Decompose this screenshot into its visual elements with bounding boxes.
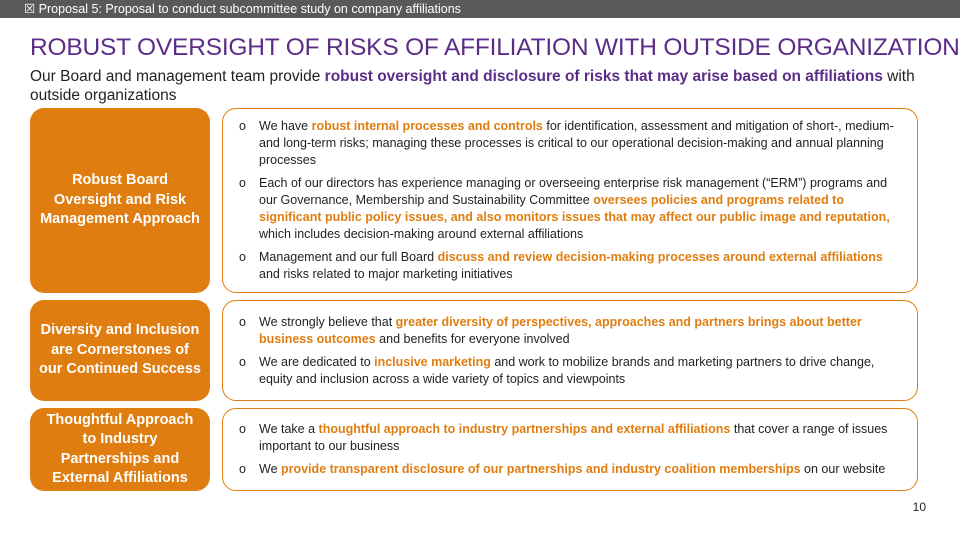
highlight-text: oversees policies and programs related t… xyxy=(259,193,890,224)
text: Management and our full Board xyxy=(259,250,438,264)
bullet: We are dedicated to inclusive marketing … xyxy=(239,354,901,388)
text: Our Board and management team provide xyxy=(30,68,325,85)
text: We are dedicated to xyxy=(259,354,375,369)
text: We take a xyxy=(259,422,319,436)
text: for identification, assessment and mitig… xyxy=(259,119,894,167)
bullet: We strongly believe that greater diversi… xyxy=(239,314,901,348)
text: and risks related to major marketing ini… xyxy=(259,267,513,281)
section-label: Robust Board Oversight and Risk Manageme… xyxy=(30,108,210,293)
text: that cover a range of issues important t… xyxy=(259,422,888,453)
text: on our website xyxy=(800,462,886,476)
highlight-text: robust internal processes and controls xyxy=(311,119,543,133)
bullet-box: We take a thoughtful approach to industr… xyxy=(222,408,918,491)
text: which includes decision-making around ex… xyxy=(259,227,584,241)
subtitle: Our Board and management team provide ro… xyxy=(30,67,945,105)
highlight-text: discuss and review decision-making proce… xyxy=(437,250,883,264)
section-label: Diversity and Inclusion are Cornerstones… xyxy=(30,300,210,401)
highlight-text: provide transparent disclosure of our pa… xyxy=(281,462,801,476)
highlight-text: inclusive marketing xyxy=(374,354,491,369)
section: Thoughtful Approach to Industry Partners… xyxy=(30,408,918,491)
text: Each of our directors has experience man… xyxy=(259,176,888,207)
title: ROBUST OVERSIGHT OF RISKS OF AFFILIATION… xyxy=(30,34,960,61)
bullet: We have robust internal processes and co… xyxy=(239,118,901,169)
text: and work to mobilize brands and marketin… xyxy=(259,354,875,386)
section: Robust Board Oversight and Risk Manageme… xyxy=(30,108,918,293)
bullet: Management and our full Board discuss an… xyxy=(239,249,901,283)
text: We xyxy=(259,462,281,476)
section: Diversity and Inclusion are Cornerstones… xyxy=(30,300,918,401)
section-label: Thoughtful Approach to Industry Partners… xyxy=(30,408,210,491)
text: with outside organizations xyxy=(30,68,915,104)
bullet: We take a thoughtful approach to industr… xyxy=(239,421,901,455)
highlight-text: thoughtful approach to industry partners… xyxy=(318,422,731,436)
bullet-box: We strongly believe that greater diversi… xyxy=(222,300,918,401)
text: We strongly believe that xyxy=(259,314,396,329)
bullet: We provide transparent disclosure of our… xyxy=(239,461,901,478)
bullet: Each of our directors has experience man… xyxy=(239,175,901,243)
text: We have xyxy=(259,119,312,133)
highlight-text: greater diversity of perspectives, appro… xyxy=(259,314,862,346)
highlight-text: robust oversight and disclosure of risks… xyxy=(324,68,883,85)
page-number: 10 xyxy=(912,500,926,514)
proposal-tag: ☒ Proposal 5: Proposal to conduct subcom… xyxy=(0,0,960,18)
bullet-box: We have robust internal processes and co… xyxy=(222,108,918,293)
text: and benefits for everyone involved xyxy=(375,331,570,346)
